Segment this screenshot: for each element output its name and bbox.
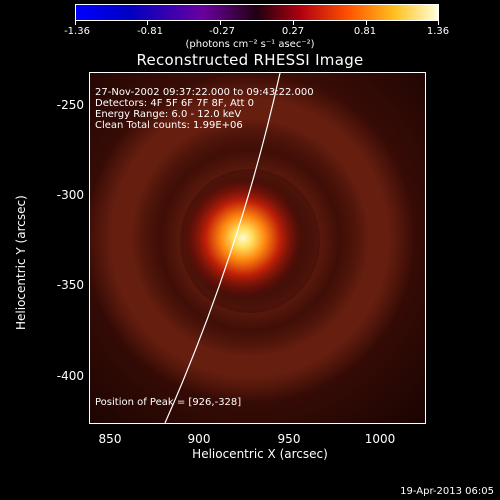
x-tick-label: 850 bbox=[98, 432, 122, 446]
colorbar-tick-mark bbox=[147, 21, 148, 25]
x-axis-title: Heliocentric X (arcsec) bbox=[192, 447, 328, 461]
colorbar-gradient bbox=[76, 5, 438, 20]
info-peak-position: Position of Peak = [926,-328] bbox=[95, 397, 242, 408]
colorbar-unit: (photons cm⁻² s⁻¹ asec⁻²) bbox=[185, 39, 315, 50]
colorbar-tick-label: 0.81 bbox=[353, 26, 377, 37]
colorbar-tick-label: -0.27 bbox=[209, 26, 235, 37]
solar-limb-line bbox=[164, 73, 281, 423]
colorbar-tick-label: -0.81 bbox=[137, 26, 163, 37]
colorbar-tick-label: 1.36 bbox=[426, 26, 450, 37]
image-title: Reconstructed RHESSI Image bbox=[136, 51, 364, 69]
colorbar-tick-label: -1.36 bbox=[64, 26, 90, 37]
colorbar-tick-mark bbox=[220, 21, 221, 25]
colorbar-tick-mark bbox=[75, 21, 76, 25]
x-tick-label: 950 bbox=[277, 432, 301, 446]
x-tick-label: 1000 bbox=[364, 432, 396, 446]
y-tick-label: -250 bbox=[56, 98, 84, 112]
info-time-range: 27-Nov-2002 09:37:22.000 to 09:43:22.000 bbox=[95, 87, 314, 98]
colorbar bbox=[75, 4, 439, 21]
y-axis-title: Heliocentric Y (arcsec) bbox=[14, 195, 28, 330]
image-plot[interactable]: 27-Nov-2002 09:37:22.000 to 09:43:22.000… bbox=[89, 72, 426, 424]
info-detectors: Detectors: 4F 5F 6F 7F 8F, Att 0 bbox=[95, 98, 255, 109]
y-tick-label: -350 bbox=[56, 278, 84, 292]
colorbar-tick-mark bbox=[438, 21, 439, 25]
flare-source bbox=[181, 176, 305, 300]
rhessi-image bbox=[90, 73, 425, 423]
y-tick-label: -300 bbox=[56, 188, 84, 202]
colorbar-tick-label: 0.27 bbox=[281, 26, 305, 37]
colorbar-tick-mark bbox=[366, 21, 367, 25]
y-tick-label: -400 bbox=[56, 369, 84, 383]
colorbar-tick-mark bbox=[293, 21, 294, 25]
info-energy: Energy Range: 6.0 - 12.0 keV bbox=[95, 109, 242, 120]
x-tick-label: 900 bbox=[187, 432, 211, 446]
timestamp: 19-Apr-2013 06:05 bbox=[400, 486, 494, 497]
info-method: Clean Total counts: 1.99E+06 bbox=[95, 120, 243, 131]
